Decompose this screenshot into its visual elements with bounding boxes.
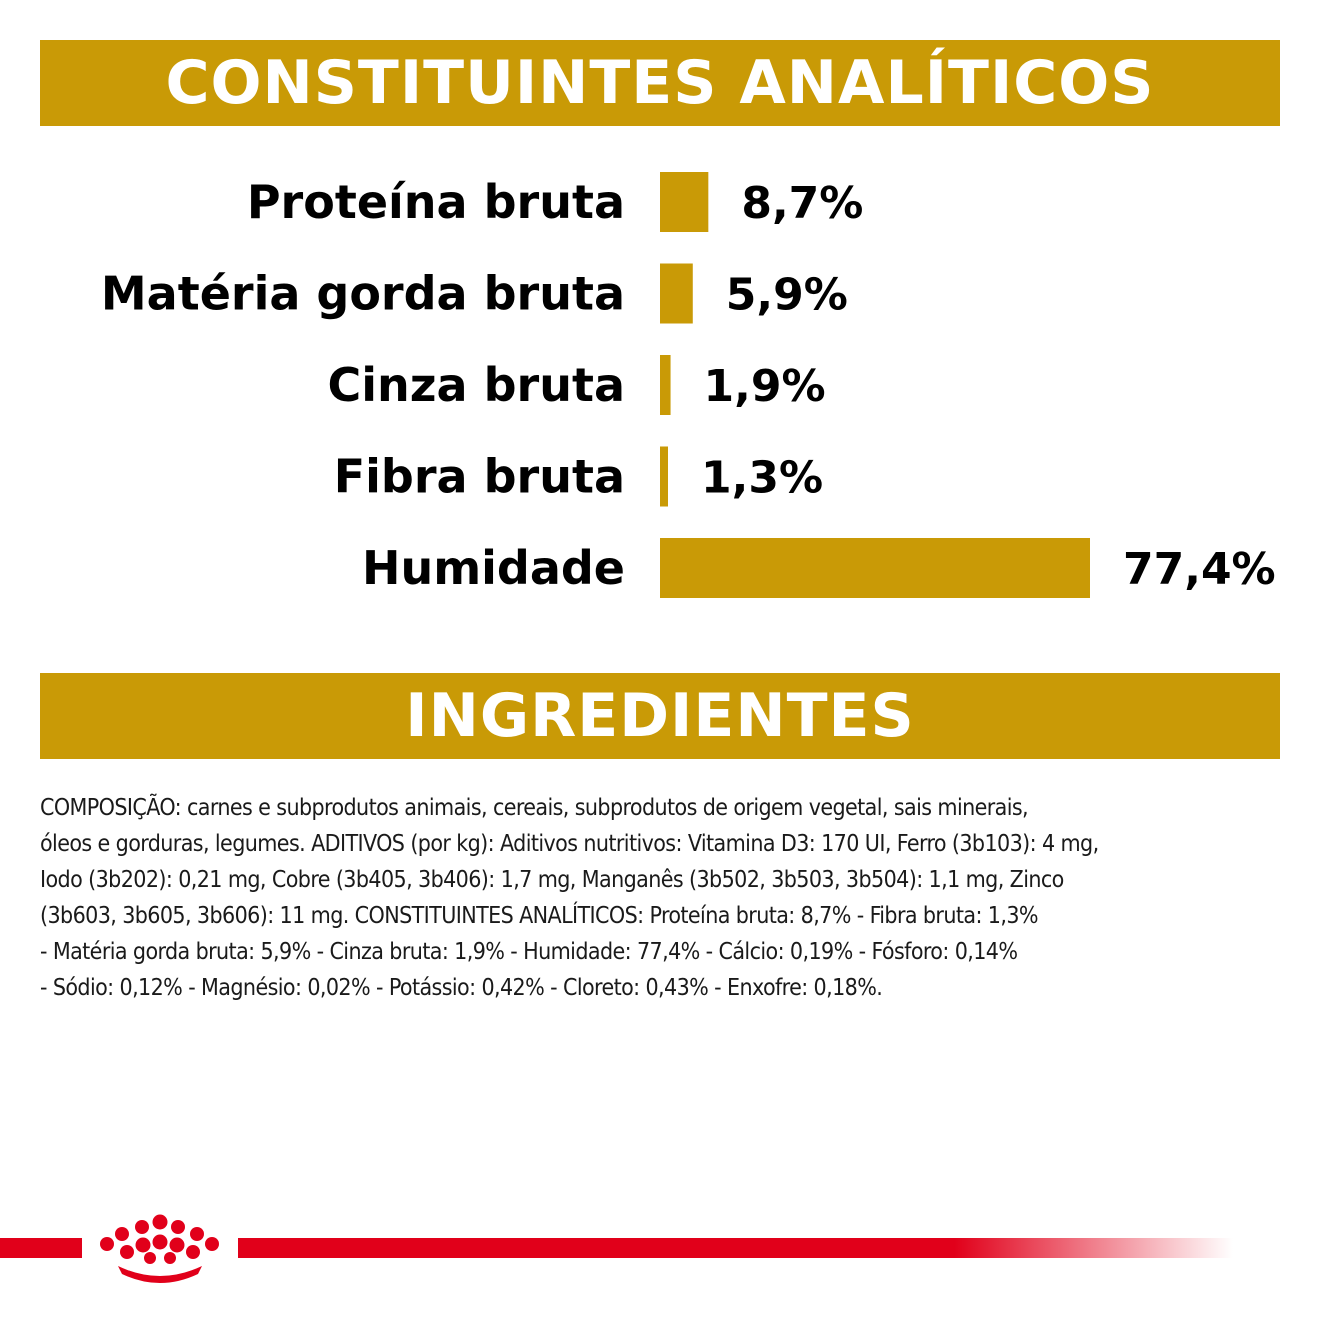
- ingredients-title: INGREDIENTES: [405, 681, 915, 751]
- bar: [660, 263, 693, 324]
- footer-brand-bar: [0, 1214, 1233, 1283]
- value-label: 1,9%: [704, 361, 826, 412]
- value-label: 8,7%: [741, 178, 863, 229]
- ingredients-line: Iodo (3b202): 0,21 mg, Cobre (3b405, 3b4…: [40, 867, 1064, 893]
- category-label: Humidade: [362, 541, 625, 595]
- ingredients-line: óleos e gorduras, legumes. ADITIVOS (por…: [40, 831, 1099, 857]
- ingredients-line: (3b603, 3b605, 3b606): 11 mg. CONSTITUIN…: [40, 903, 1039, 929]
- bar: [660, 172, 709, 232]
- bar: [660, 355, 671, 415]
- category-label: Fibra bruta: [334, 450, 625, 504]
- brand-line-right: [238, 1238, 1233, 1258]
- bar: [660, 446, 668, 507]
- crown-icon: [100, 1214, 219, 1283]
- analytic-constituents-banner: CONSTITUINTES ANALÍTICOS: [40, 40, 1280, 126]
- category-label: Matéria gorda bruta: [101, 267, 625, 321]
- analytic-constituents-chart: Proteína bruta 8,7% Matéria gorda bruta 5,9…: [101, 172, 1276, 598]
- ingredients-line: - Sódio: 0,12% - Magnésio: 0,02% - Potás…: [40, 975, 883, 1001]
- category-label: Cinza bruta: [328, 358, 626, 412]
- ingredients-text: COMPOSIÇÃO: carnes e subprodutos animais…: [40, 790, 1285, 1006]
- value-label: 5,9%: [726, 270, 848, 321]
- category-label: Proteína bruta: [247, 175, 625, 229]
- ingredients-line: - Matéria gorda bruta: 5,9% - Cinza brut…: [40, 939, 1018, 965]
- bar: [660, 538, 1090, 598]
- ingredients-line: COMPOSIÇÃO: carnes e subprodutos animais…: [40, 795, 1029, 821]
- analytic-constituents-title: CONSTITUINTES ANALÍTICOS: [165, 48, 1155, 118]
- brand-line-left: [0, 1238, 82, 1258]
- value-label: 77,4%: [1123, 544, 1276, 595]
- ingredients-banner: INGREDIENTES: [40, 673, 1280, 759]
- value-label: 1,3%: [701, 453, 823, 504]
